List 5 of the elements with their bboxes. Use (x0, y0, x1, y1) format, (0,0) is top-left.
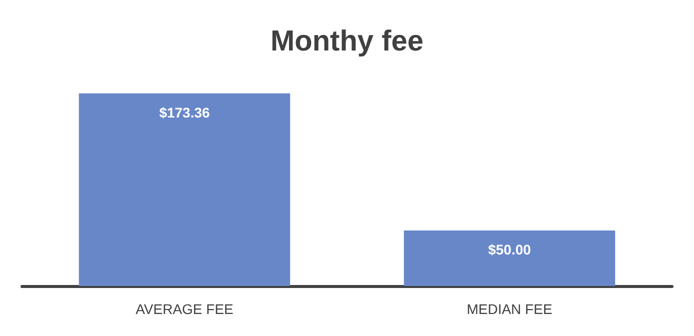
data-label: $50.00 (488, 241, 532, 258)
chart-title: Monthy fee (270, 26, 424, 58)
x-tick-label: AVERAGE FEE (136, 301, 234, 317)
x-tick-label: MEDIAN FEE (466, 301, 552, 317)
data-label: $173.36 (159, 104, 210, 120)
